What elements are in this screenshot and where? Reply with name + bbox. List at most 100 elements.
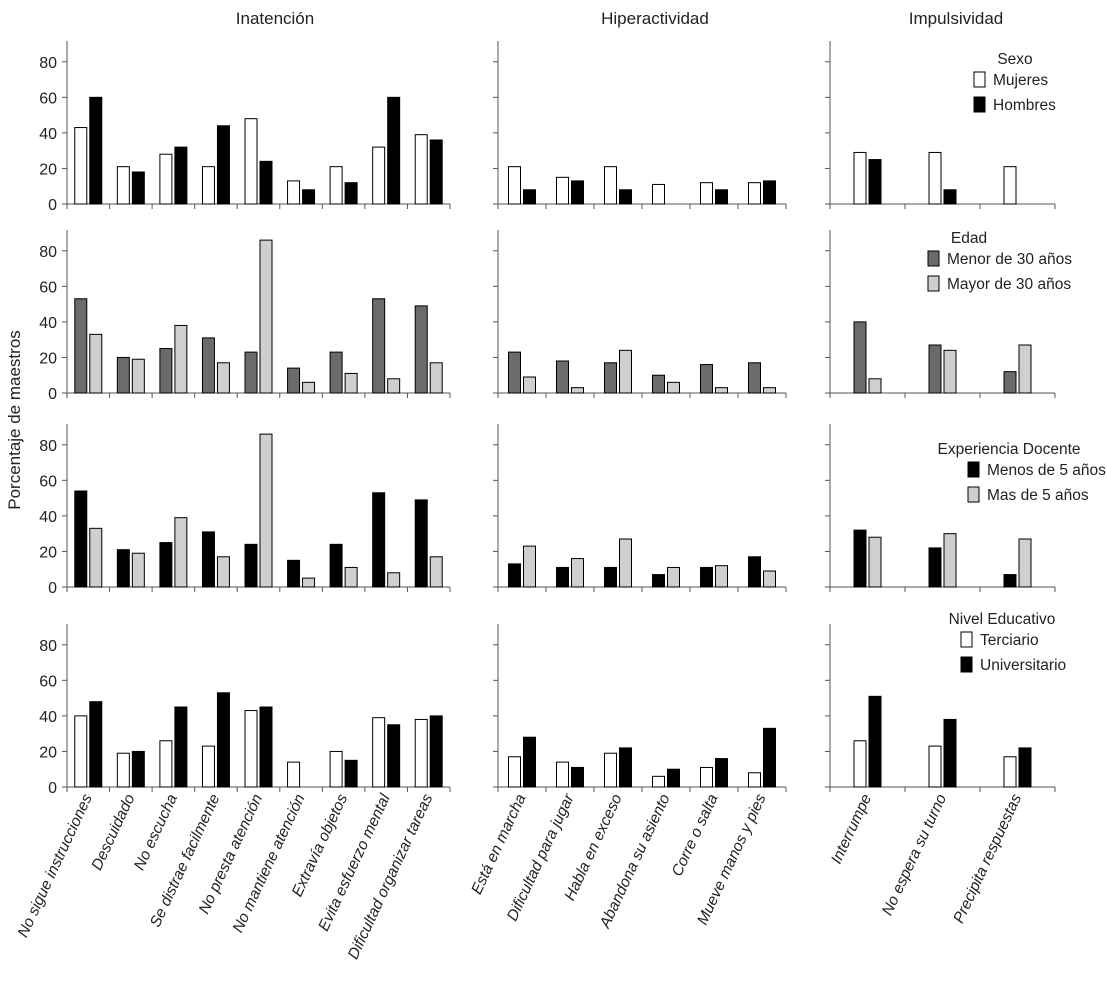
y-tick-label: 60 [39, 279, 57, 296]
bar-habla-en-exceso-universitario [619, 747, 632, 788]
panel-inatencion-row-2: 0 20 40 60 80 [39, 230, 451, 403]
bar-no-espera-su-turno-menos-de-5-anos [928, 547, 942, 588]
bar-interrumpe-terciario [853, 740, 867, 788]
bar-precipita-respuestas-terciario [1003, 756, 1017, 788]
y-tick-label: 60 [39, 473, 57, 490]
y-tick-label: 0 [48, 780, 57, 797]
category-label-no-escucha: No escucha [131, 791, 181, 873]
legend-swatch-mas-de-5-anos [967, 486, 980, 503]
bar-corre-o-salta-menos-de-5-anos [700, 566, 713, 588]
bar-interrumpe-mujeres [853, 151, 867, 205]
bar-evita-esfuerzo-mental-mujeres [372, 146, 386, 205]
bar-habla-en-exceso-terciario [604, 752, 617, 788]
bar-no-presta-atencion-hombres [259, 160, 273, 205]
bar-abandona-su-asiento-universitario [667, 768, 680, 788]
bar-no-espera-su-turno-mas-de-5-anos [943, 533, 957, 588]
bar-mueve-manos-y-pies-mas-de-5-anos [763, 570, 776, 588]
bar-abandona-su-asiento-mujeres [652, 183, 665, 205]
bar-se-distrae-facilmente-mayor-de-30-anos [216, 362, 230, 394]
legend-label-terciario: Terciario [980, 632, 1039, 649]
y-tick-label: 80 [39, 244, 57, 261]
bar-no-presta-atencion-menos-de-5-anos [244, 543, 258, 588]
bar-dificultad-para-jugar-mujeres [556, 176, 569, 205]
category-label-no-espera-su-turno: No espera su turno [879, 791, 950, 918]
bar-corre-o-salta-mayor-de-30-anos [715, 387, 728, 394]
y-tick-label: 40 [39, 126, 57, 143]
bar-no-espera-su-turno-menor-de-30-anos [928, 344, 942, 394]
bar-dificultad-para-jugar-menos-de-5-anos [556, 566, 569, 588]
bar-evita-esfuerzo-mental-terciario [372, 717, 386, 788]
legend-title: Sexo [997, 51, 1032, 68]
panel-inatencion-row-4: 0 20 40 60 80 No sigue instruccionesDescuidad… [15, 624, 451, 962]
bar-habla-en-exceso-mas-de-5-anos [619, 538, 632, 588]
plot-area: 0 20 40 60 80 Sexo Mujeres Hombres 0 20 40 60 80 Edad… [15, 41, 1106, 962]
bar-no-espera-su-turno-hombres [943, 189, 957, 205]
bar-no-escucha-hombres [174, 146, 188, 205]
bar-evita-esfuerzo-mental-hombres [387, 96, 401, 205]
bar-dificultad-organizar-tareas-terciario [414, 718, 428, 788]
bar-no-mantiene-atencion-menos-de-5-anos [287, 559, 301, 588]
panel-inatencion-row-3: 0 20 40 60 80 [39, 424, 451, 597]
bar-interrumpe-mas-de-5-anos [868, 536, 882, 588]
bar-habla-en-exceso-menos-de-5-anos [604, 566, 617, 588]
bar-extravia-objetos-universitario [344, 759, 358, 788]
bar-dificultad-organizar-tareas-hombres [429, 139, 443, 205]
bar-dificultad-organizar-tareas-menos-de-5-anos [414, 499, 428, 588]
bar-se-distrae-facilmente-menos-de-5-anos [201, 531, 215, 588]
bar-esta-en-marcha-hombres [523, 189, 536, 205]
y-tick-label: 40 [39, 315, 57, 332]
bar-habla-en-exceso-mayor-de-30-anos [619, 349, 632, 394]
y-tick-label: 20 [39, 544, 57, 561]
bar-corre-o-salta-hombres [715, 189, 728, 205]
bar-extravia-objetos-terciario [329, 750, 343, 788]
bar-no-sigue-instrucciones-hombres [89, 96, 103, 205]
bar-no-presta-atencion-menor-de-30-anos [244, 351, 258, 394]
bar-abandona-su-asiento-mas-de-5-anos [667, 566, 680, 588]
bar-esta-en-marcha-mas-de-5-anos [523, 545, 536, 588]
bar-abandona-su-asiento-menor-de-30-anos [652, 374, 665, 394]
y-tick-label: 60 [39, 673, 57, 690]
column-title-impulsividad: Impulsividad [909, 9, 1004, 28]
bar-extravia-objetos-menos-de-5-anos [329, 543, 343, 588]
legend-swatch-menor-de-30-anos [927, 250, 940, 267]
bar-descuidado-mujeres [116, 166, 130, 205]
legend-label-mujeres: Mujeres [993, 72, 1048, 89]
legend-label-universitario: Universitario [980, 657, 1066, 674]
bar-no-espera-su-turno-terciario [928, 745, 942, 788]
y-tick-label: 80 [39, 638, 57, 655]
bar-no-mantiene-atencion-terciario [287, 761, 301, 788]
bar-dificultad-organizar-tareas-mujeres [414, 134, 428, 205]
bar-abandona-su-asiento-menos-de-5-anos [652, 574, 665, 588]
bar-no-escucha-universitario [174, 706, 188, 788]
bar-mueve-manos-y-pies-menos-de-5-anos [748, 556, 761, 588]
bar-no-escucha-terciario [159, 740, 173, 788]
bar-no-escucha-mayor-de-30-anos [174, 324, 188, 394]
y-tick-label: 40 [39, 509, 57, 526]
bar-no-sigue-instrucciones-menor-de-30-anos [74, 298, 88, 394]
bar-no-mantiene-atencion-hombres [302, 189, 316, 205]
bar-no-presta-atencion-mayor-de-30-anos [259, 239, 273, 394]
legend-title: Experiencia Docente [937, 441, 1080, 458]
bar-corre-o-salta-menor-de-30-anos [700, 364, 713, 394]
column-title-hiperactividad: Hiperactividad [601, 9, 709, 28]
bar-mueve-manos-y-pies-terciario [748, 772, 761, 788]
bar-dificultad-organizar-tareas-mas-de-5-anos [429, 556, 443, 588]
bar-se-distrae-facilmente-universitario [216, 692, 230, 788]
category-label-dificultad-organizar-tareas: Dificultad organizar tareas [345, 791, 437, 962]
bar-descuidado-mas-de-5-anos [131, 552, 145, 588]
panel-impulsividad-row-3 [825, 424, 1056, 592]
bar-dificultad-organizar-tareas-mayor-de-30-anos [429, 362, 443, 394]
bar-corre-o-salta-universitario [715, 758, 728, 788]
y-tick-label: 20 [39, 744, 57, 761]
legend-label-hombres: Hombres [993, 97, 1056, 114]
panel-hiperactividad-row-3 [493, 424, 787, 592]
bar-dificultad-organizar-tareas-menor-de-30-anos [414, 305, 428, 394]
bar-dificultad-para-jugar-terciario [556, 761, 569, 788]
bar-no-sigue-instrucciones-mayor-de-30-anos [89, 333, 103, 394]
y-tick-label: 80 [39, 55, 57, 72]
panel-hiperactividad-row-2 [493, 230, 787, 398]
legend-swatch-mujeres [973, 71, 986, 88]
bar-no-espera-su-turno-universitario [943, 718, 957, 788]
bar-no-espera-su-turno-mujeres [928, 151, 942, 205]
